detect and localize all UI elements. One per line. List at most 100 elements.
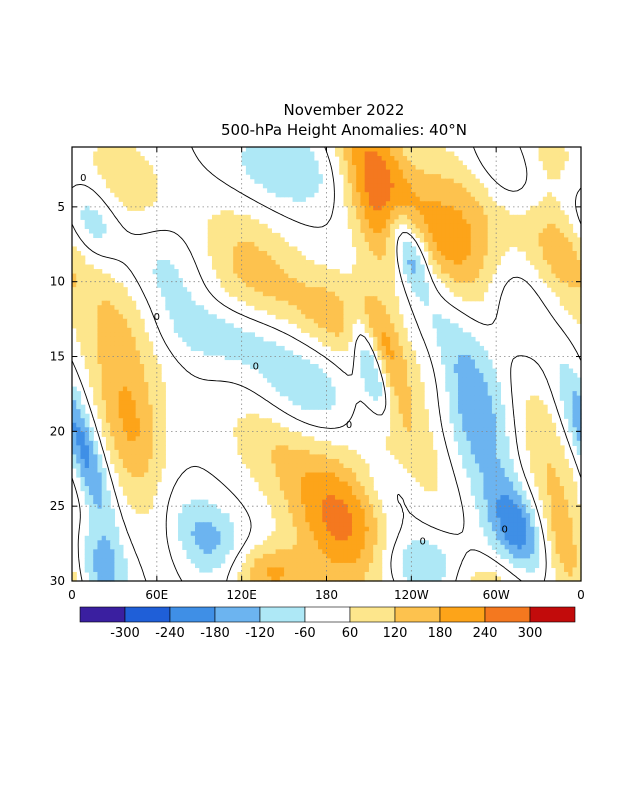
field-cell bbox=[394, 386, 400, 392]
field-cell bbox=[424, 449, 429, 456]
field-cell bbox=[84, 269, 90, 275]
field-cell bbox=[288, 250, 294, 257]
field-cell bbox=[305, 151, 311, 157]
field-cell bbox=[538, 156, 544, 162]
field-cell bbox=[279, 183, 285, 189]
field-cell bbox=[313, 318, 319, 324]
field-cell bbox=[110, 418, 116, 424]
field-cell bbox=[525, 400, 531, 406]
field-cell bbox=[195, 314, 200, 320]
field-cell bbox=[211, 250, 217, 257]
field-cell bbox=[318, 309, 323, 315]
field-cell bbox=[301, 458, 306, 465]
field-cell bbox=[491, 214, 497, 220]
field-cell bbox=[284, 373, 289, 379]
field-cell bbox=[373, 232, 378, 239]
field-cell bbox=[72, 269, 77, 275]
field-cell bbox=[466, 296, 472, 302]
field-cell bbox=[402, 454, 408, 460]
field-cell bbox=[521, 219, 527, 225]
field-cell bbox=[470, 490, 476, 496]
field-cell bbox=[360, 232, 366, 239]
field-cell bbox=[135, 314, 141, 320]
field-cell bbox=[457, 232, 463, 239]
field-cell bbox=[445, 214, 451, 220]
field-cell bbox=[462, 241, 468, 248]
field-cell bbox=[466, 255, 472, 261]
field-cell bbox=[385, 318, 391, 324]
field-cell bbox=[284, 296, 289, 302]
field-cell bbox=[122, 318, 128, 324]
field-cell bbox=[551, 210, 557, 216]
field-cell bbox=[301, 490, 306, 496]
field-cell bbox=[254, 273, 260, 279]
field-cell bbox=[390, 309, 395, 315]
field-cell bbox=[491, 440, 497, 446]
field-cell bbox=[487, 395, 493, 401]
field-cell bbox=[525, 436, 531, 442]
field-cell bbox=[419, 481, 425, 487]
field-cell bbox=[547, 427, 552, 433]
field-cell bbox=[322, 323, 328, 329]
field-cell bbox=[428, 241, 434, 248]
field-cell bbox=[347, 463, 353, 469]
field-cell bbox=[449, 165, 455, 171]
field-cell bbox=[462, 395, 468, 401]
field-cell bbox=[483, 228, 489, 234]
field-cell bbox=[284, 431, 289, 437]
field-cell bbox=[390, 269, 395, 275]
field-cell bbox=[424, 232, 429, 239]
field-cell bbox=[513, 472, 518, 478]
field-cell bbox=[407, 169, 412, 175]
field-cell bbox=[368, 382, 374, 388]
field-cell bbox=[513, 490, 518, 496]
field-cell bbox=[402, 174, 408, 180]
field-cell bbox=[144, 341, 149, 347]
field-cell bbox=[254, 364, 260, 370]
field-cell bbox=[470, 192, 476, 198]
field-cell bbox=[322, 300, 328, 306]
field-cell bbox=[377, 214, 383, 220]
field-cell bbox=[334, 458, 340, 465]
field-cell bbox=[309, 187, 315, 193]
field-cell bbox=[127, 359, 132, 365]
field-cell bbox=[572, 395, 578, 401]
field-cell bbox=[572, 291, 578, 297]
field-cell bbox=[368, 278, 374, 284]
field-cell bbox=[555, 282, 561, 288]
field-cell bbox=[547, 260, 552, 266]
field-cell bbox=[411, 445, 417, 451]
field-cell bbox=[131, 436, 137, 442]
field-cell bbox=[402, 449, 408, 456]
field-cell bbox=[530, 436, 535, 442]
field-cell bbox=[292, 359, 298, 365]
field-cell bbox=[356, 273, 362, 279]
field-cell bbox=[445, 336, 451, 342]
field-cell bbox=[470, 422, 476, 428]
field-cell bbox=[415, 151, 421, 157]
field-cell bbox=[373, 273, 378, 279]
field-cell bbox=[275, 192, 281, 198]
field-cell bbox=[93, 160, 99, 166]
field-cell bbox=[296, 472, 302, 478]
field-cell bbox=[457, 391, 463, 397]
field-cell bbox=[97, 269, 103, 275]
field-cell bbox=[356, 187, 362, 193]
field-cell bbox=[432, 219, 438, 225]
field-cell bbox=[118, 323, 124, 329]
field-cell bbox=[530, 237, 535, 243]
field-cell bbox=[551, 427, 557, 433]
field-cell bbox=[301, 165, 306, 171]
field-cell bbox=[250, 174, 255, 180]
field-cell bbox=[156, 445, 162, 451]
field-cell bbox=[419, 201, 425, 207]
field-cell bbox=[250, 449, 255, 456]
field-cell bbox=[262, 278, 268, 284]
field-cell bbox=[576, 314, 582, 320]
field-cell bbox=[470, 260, 476, 266]
field-cell bbox=[122, 305, 128, 311]
field-cell bbox=[424, 165, 429, 171]
field-cell bbox=[385, 300, 391, 306]
field-cell bbox=[551, 156, 557, 162]
field-cell bbox=[275, 246, 281, 252]
